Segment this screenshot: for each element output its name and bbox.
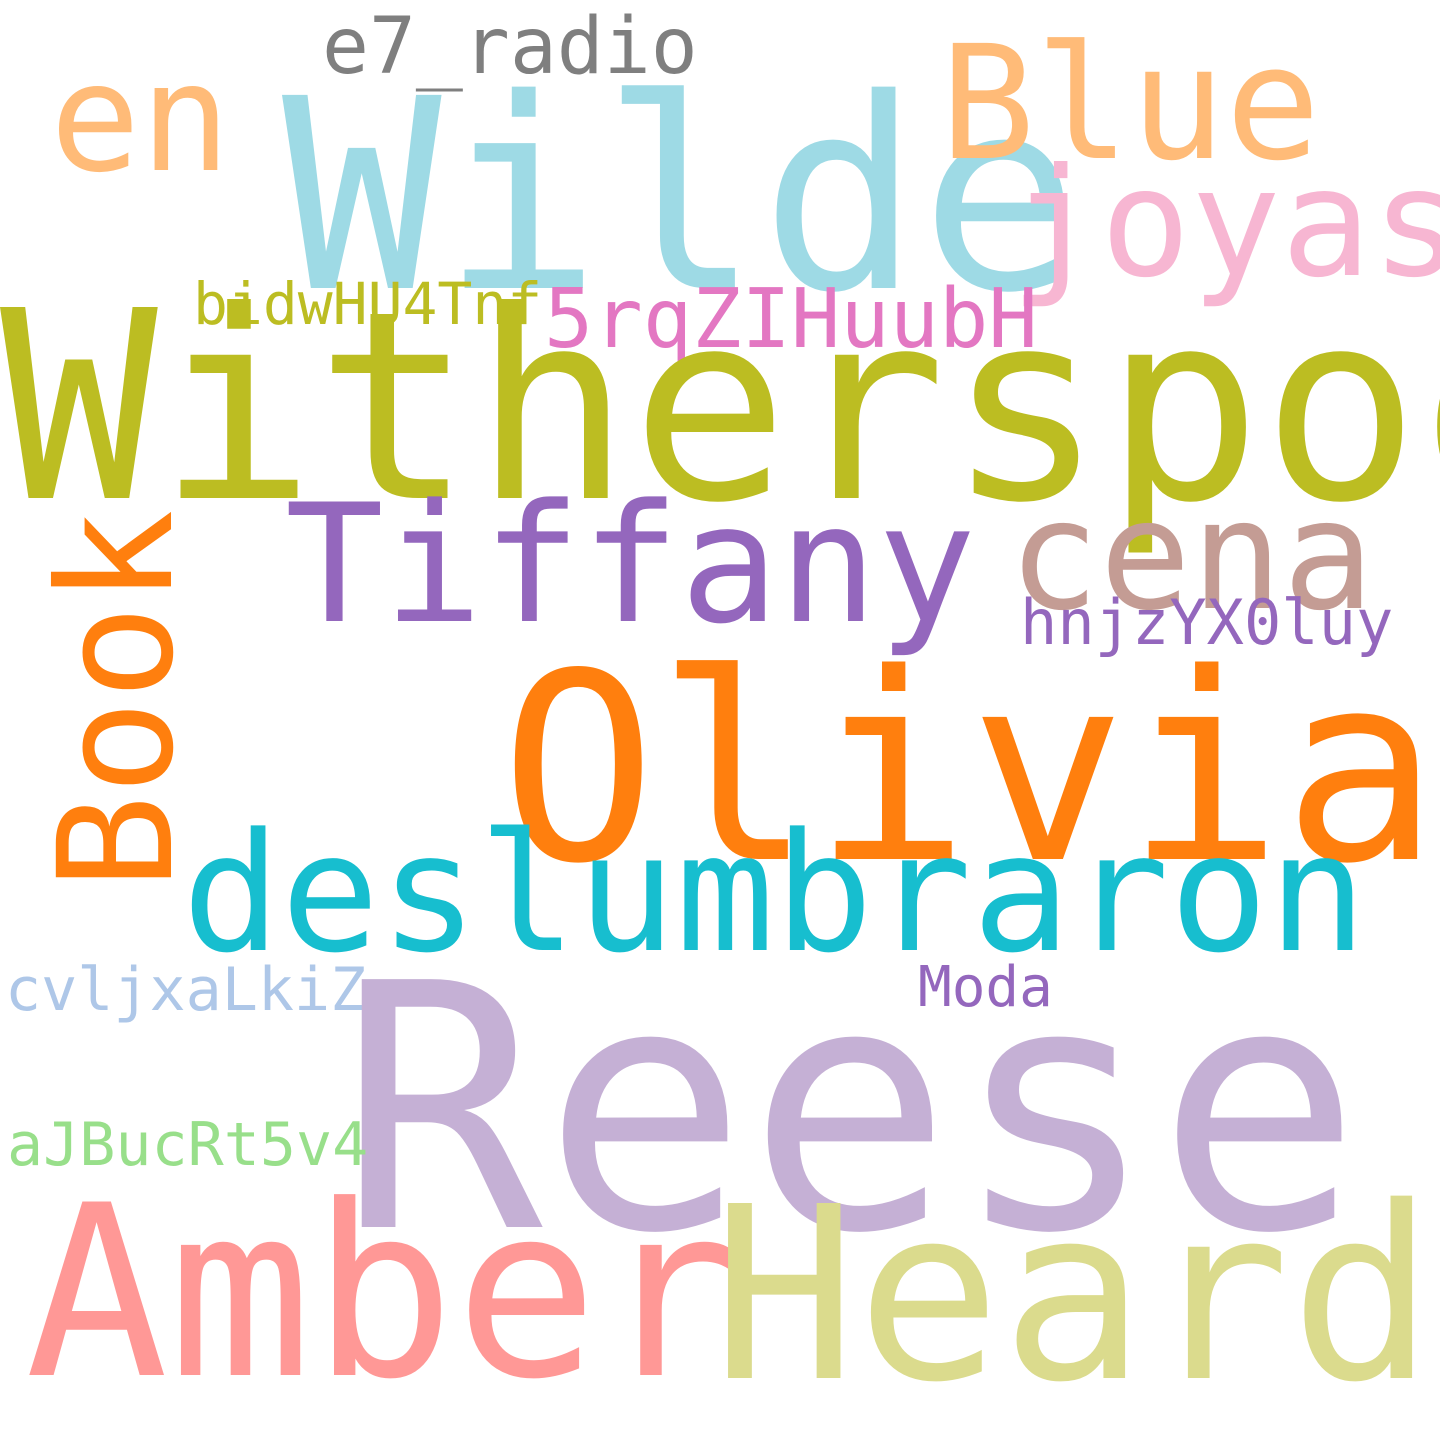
- word-cena: cena: [1008, 467, 1375, 644]
- word-amber: Amber: [25, 1155, 742, 1432]
- word-e7-radio: e7_radio: [322, 2, 698, 92]
- word-blue: Blue: [940, 12, 1321, 196]
- word-tiffany: Tiffany: [285, 469, 977, 660]
- word-wilde: Wilde: [282, 43, 1080, 351]
- word-olivia: Olivia: [500, 619, 1440, 921]
- word-en: en: [50, 32, 231, 206]
- word-witherspoon: Witherspoon: [0, 255, 1440, 560]
- word-hnjzyx0luy: hnjzYX0luy: [1020, 586, 1394, 659]
- word-5rqzihuubh: 5rqZIHuubH: [544, 272, 1038, 367]
- word-moda: Moda: [918, 955, 1053, 1020]
- word-heard: Heard: [712, 1155, 1435, 1435]
- word-cvljxalkiz: cvljxaLkiZ: [5, 955, 367, 1025]
- word-reese: Reese: [338, 912, 1362, 1308]
- word-book: Book: [25, 509, 209, 891]
- word-joyas: joyas: [1010, 137, 1440, 311]
- word-deslumbraron: deslumbraron: [182, 798, 1367, 989]
- word-ajbucrt5v4: aJBucRt5v4: [7, 1110, 369, 1180]
- word-bidwhu4tnf: bidwHU4Tnf: [193, 270, 543, 338]
